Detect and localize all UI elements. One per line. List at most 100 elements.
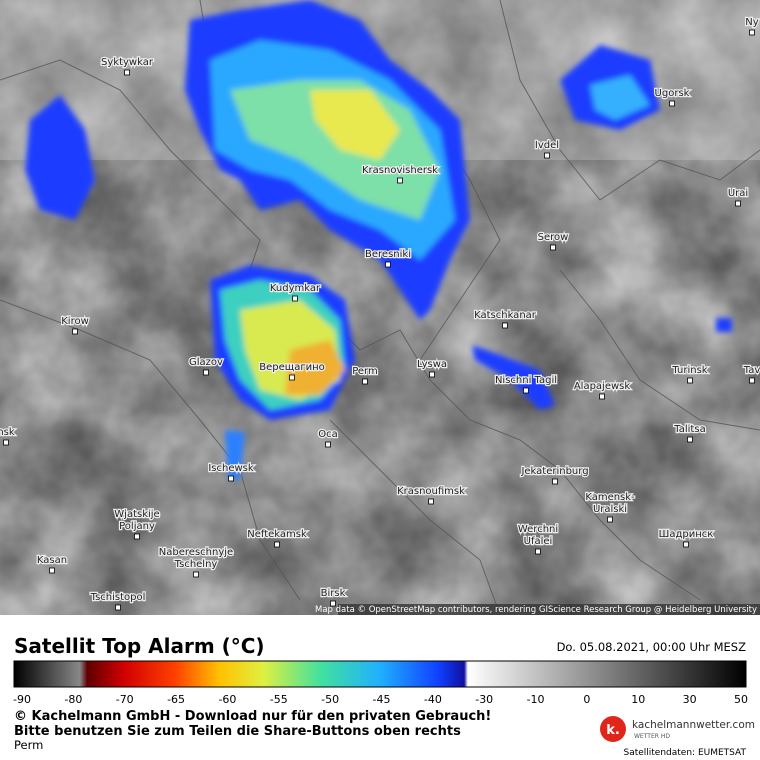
city-label: Tschistopol [90, 592, 146, 603]
copyright: © Kachelmann GmbH - Download nur für den… [14, 709, 491, 724]
city-dot [687, 436, 693, 443]
tagline: WETTER HD [634, 733, 670, 740]
city-label: Poljany [119, 521, 155, 532]
city-dot [115, 604, 121, 611]
city-dot [544, 152, 550, 159]
city-dot [599, 393, 605, 400]
tick-label: -80 [64, 693, 82, 706]
city-dot [535, 548, 541, 555]
city-dot [397, 177, 403, 184]
city-label: Kirow [61, 316, 89, 327]
brand: kachelmannwetter.com [632, 719, 755, 731]
copyright: Bitte benutzen Sie zum Teilen die Share-… [14, 724, 461, 739]
city-dot [523, 387, 529, 394]
city-dot [552, 478, 558, 485]
city-label: Ufalei [524, 536, 553, 547]
tick-label: -55 [270, 693, 288, 706]
city-dot [292, 295, 298, 302]
city-label: Krasnoufimsk [397, 486, 465, 497]
city-label: Urai [728, 188, 748, 199]
city-label: Шадринск [659, 529, 714, 540]
logo-mark: k. [606, 723, 620, 738]
city-label: Werchni [518, 524, 558, 535]
city-dot [203, 369, 209, 376]
city-label: Alapajewsk [574, 381, 631, 392]
map: Syktywkar Krasnovishersk Ivdel Ugorsk Urai Se… [0, 0, 760, 616]
city-dot [429, 371, 435, 378]
city-labels: Syktywkar Krasnovishersk Ivdel Ugorsk Urai Se… [0, 16, 760, 611]
city-label: Wjatskije [114, 509, 159, 520]
city-label: Neftekamsk [247, 529, 307, 540]
city-label: Kasan [37, 555, 67, 566]
tick-label: -45 [373, 693, 391, 706]
tick-label: -10 [527, 693, 545, 706]
city-label: Serow [538, 232, 569, 243]
city-label: Glazov [189, 357, 223, 368]
city-label: Верещагино [259, 362, 324, 373]
location: Perm [14, 738, 43, 752]
city-dot [683, 541, 689, 548]
city-dot [124, 69, 130, 76]
city-dot [362, 378, 368, 385]
city-label: Katschkanar [474, 310, 537, 321]
tick-label: 50 [734, 693, 748, 706]
colorbar [13, 660, 747, 688]
tick-label: 0 [583, 693, 590, 706]
city-dot [687, 377, 693, 384]
city-label: Syktywkar [101, 57, 154, 68]
city-label: Nischni Tagil [495, 375, 557, 386]
source: Satellitendaten: EUMETSAT [623, 748, 746, 758]
city-dot [749, 29, 755, 36]
city-dot [325, 441, 331, 448]
city-dot [749, 377, 755, 384]
tick-label: -70 [116, 693, 134, 706]
logo [600, 716, 626, 742]
tick-label: -40 [424, 693, 442, 706]
city-label: Turinsk [671, 365, 707, 376]
tick-label: -50 [321, 693, 339, 706]
city-dot [193, 571, 199, 578]
city-label: Tschelny [174, 559, 218, 570]
legend: Satellit Top Alarm (°C) Do. 05.08.2021, … [13, 634, 748, 706]
city-dot [228, 475, 234, 482]
city-dot [330, 600, 336, 607]
city-label: Kamensk- [585, 492, 635, 503]
city-label: Kudymkar [270, 283, 321, 294]
tick-label: 30 [683, 693, 697, 706]
city-label: Nabereschnyje [159, 547, 233, 558]
legend-title: Satellit Top Alarm (°C) [14, 634, 265, 658]
city-label: Oca [318, 429, 338, 440]
tick-label: 10 [631, 693, 645, 706]
city-label: Tav [743, 365, 760, 376]
city-label: Uralski [593, 504, 627, 515]
tick-label: -65 [167, 693, 185, 706]
city-label: Lyswa [417, 359, 447, 370]
city-dot [49, 567, 55, 574]
legend-date: Do. 05.08.2021, 00:00 Uhr MESZ [557, 640, 747, 654]
tick-label: -90 [13, 693, 31, 706]
city-label: Ivdel [535, 140, 559, 151]
city-dot [502, 322, 508, 329]
city-dot [385, 261, 391, 268]
city-dot [72, 328, 78, 335]
city-dot [134, 533, 140, 540]
attribution: Map data © OpenStreetMap contributors, r… [315, 605, 757, 615]
city-label: Jekaterinburg [520, 466, 588, 477]
city-label: Beresniki [365, 249, 411, 260]
city-label: Perm [352, 366, 378, 377]
attribution-bg [338, 604, 760, 615]
city-dot [428, 498, 434, 505]
city-label: Birsk [321, 588, 346, 599]
city-dot [607, 516, 613, 523]
city-dot [550, 244, 556, 251]
city-label: Ischewsk [208, 463, 254, 474]
city-dot [735, 200, 741, 207]
city-dot [274, 541, 280, 548]
city-dot [289, 374, 295, 381]
tick-label: -60 [218, 693, 236, 706]
tick-label: -30 [475, 693, 493, 706]
city-label: nsk [0, 427, 15, 438]
city-label: Talitsa [673, 424, 705, 435]
city-dot [669, 100, 675, 107]
